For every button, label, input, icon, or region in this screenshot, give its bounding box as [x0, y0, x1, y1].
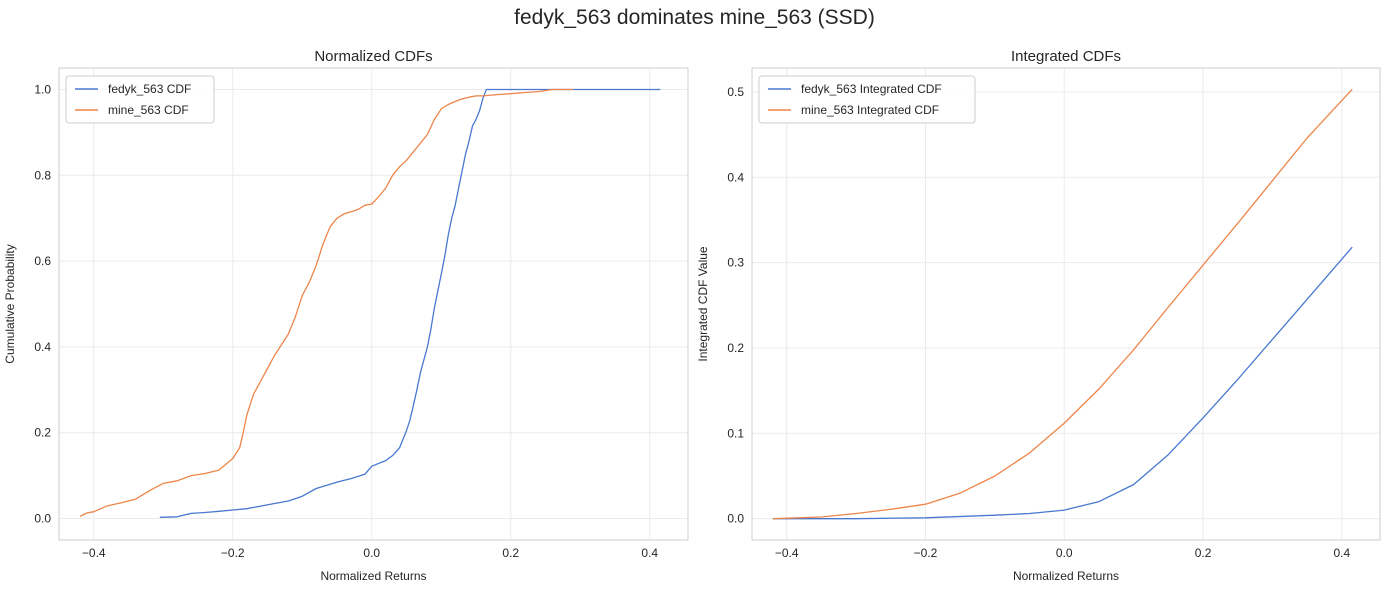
- x-tick-label: 0.2: [502, 546, 519, 560]
- x-tick-label: −0.4: [82, 546, 106, 560]
- legend-label-0: fedyk_563 CDF: [108, 82, 191, 96]
- x-tick-label: 0.2: [1195, 546, 1212, 560]
- y-tick-label: 0.6: [34, 254, 51, 268]
- x-tick-label: 0.0: [1056, 546, 1073, 560]
- legend-label-1: mine_563 Integrated CDF: [801, 103, 939, 117]
- x-tick-label: −0.4: [775, 546, 799, 560]
- plot-area: [59, 68, 688, 540]
- legend-label-0: fedyk_563 Integrated CDF: [801, 82, 942, 96]
- y-tick-label: 0.8: [34, 168, 51, 182]
- y-tick-label: 0.2: [34, 426, 51, 440]
- y-tick-label: 0.0: [34, 512, 51, 526]
- y-tick-label: 0.1: [727, 426, 744, 440]
- axes-frame: [751, 67, 1381, 541]
- axes-frame: [58, 67, 689, 541]
- x-tick-label: −0.2: [914, 546, 938, 560]
- chart-panel-integrated-cdfs: −0.4 −0.2 0.0 0.2 0.4 0.0 0.1 0.2 0.3 0.4 0.5 Integ…: [696, 48, 1381, 583]
- x-tick-label: 0.0: [363, 546, 380, 560]
- y-axis-label: Integrated CDF Value: [696, 246, 710, 361]
- legend-box: [65, 75, 215, 124]
- x-axis-label: Normalized Returns: [320, 569, 426, 583]
- legend-label-1: mine_563 CDF: [108, 103, 189, 117]
- x-tick-label: 0.4: [1333, 546, 1350, 560]
- chart-title: Integrated CDFs: [1011, 48, 1121, 65]
- series-line-1: [79, 88, 574, 517]
- chart-panel-normalized-cdfs: −0.4 −0.2 0.0 0.2 0.4 0.0 0.2 0.4 0.6 0.8 1.0 Norma…: [3, 48, 689, 583]
- y-tick-label: 0.2: [727, 341, 744, 355]
- y-tick-label: 0.4: [727, 170, 744, 184]
- y-tick-label: 1.0: [34, 82, 51, 96]
- plot-area: [752, 68, 1380, 540]
- y-tick-label: 0.0: [727, 512, 744, 526]
- series-line-0: [772, 246, 1353, 520]
- legend-box: [758, 75, 976, 124]
- figure-title: fedyk_563 dominates mine_563 (SSD): [514, 6, 875, 29]
- chart-title: Normalized CDFs: [314, 48, 432, 65]
- y-tick-label: 0.4: [34, 340, 51, 354]
- y-tick-label: 0.5: [727, 85, 744, 99]
- x-tick-label: −0.2: [221, 546, 245, 560]
- x-axis-label: Normalized Returns: [1013, 569, 1119, 583]
- series-line-0: [159, 88, 661, 518]
- x-tick-label: 0.4: [641, 546, 658, 560]
- y-tick-label: 0.3: [727, 256, 744, 270]
- y-axis-label: Cumulative Probability: [3, 244, 17, 363]
- series-line-1: [772, 88, 1353, 520]
